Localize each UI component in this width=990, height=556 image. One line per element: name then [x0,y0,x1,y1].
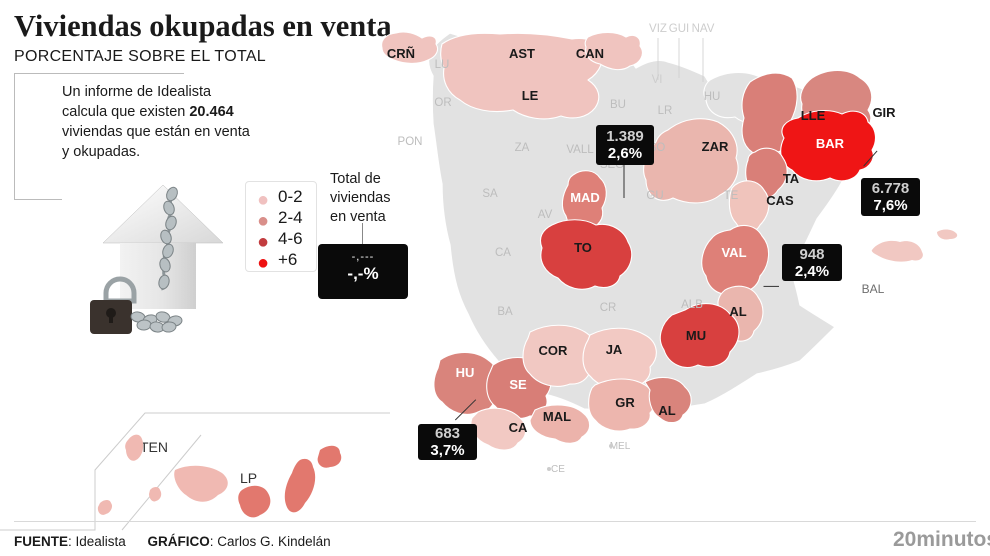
svg-text:OR: OR [434,97,451,109]
svg-text:CE: CE [551,464,565,475]
svg-text:GR: GR [615,395,635,410]
svg-text:ZAR: ZAR [702,139,729,154]
svg-text:MAD: MAD [570,190,600,205]
svg-text:ZA: ZA [515,142,530,154]
svg-text:SE: SE [509,377,527,392]
svg-text:TA: TA [783,171,800,186]
svg-text:HU: HU [456,365,475,380]
svg-text:JA: JA [606,342,623,357]
svg-text:CA: CA [509,420,528,435]
svg-text:CAS: CAS [766,193,794,208]
svg-text:AV: AV [538,209,553,221]
svg-text:NAV: NAV [692,23,715,35]
svg-text:ALB: ALB [681,299,703,311]
svg-text:CRÑ: CRÑ [387,46,415,61]
svg-text:SA: SA [482,188,498,200]
svg-text:GUI: GUI [669,23,689,35]
svg-text:HU: HU [704,91,721,103]
svg-text:BA: BA [497,306,513,318]
svg-text:GU: GU [646,190,663,202]
svg-text:VAL: VAL [721,245,746,260]
svg-text:TEN: TEN [140,439,168,455]
svg-text:BAR: BAR [816,136,845,151]
svg-text:CA: CA [495,247,511,259]
svg-text:GIR: GIR [872,105,896,120]
svg-text:AL: AL [729,304,746,319]
svg-text:TO: TO [574,240,592,255]
svg-text:AST: AST [509,46,535,61]
svg-text:CAN: CAN [576,46,604,61]
svg-text:LLE: LLE [801,108,826,123]
svg-text:MU: MU [686,328,706,343]
svg-text:TE: TE [724,190,739,202]
svg-text:CR: CR [600,302,617,314]
svg-text:LE: LE [522,88,539,103]
svg-text:LU: LU [435,59,450,71]
svg-text:COR: COR [539,343,569,358]
svg-text:BU: BU [610,99,626,111]
svg-text:AL: AL [658,403,675,418]
svg-text:PON: PON [398,136,423,148]
svg-text:VALL: VALL [566,144,594,156]
svg-text:VI: VI [652,74,663,86]
svg-text:LP: LP [240,470,257,486]
svg-text:BAL: BAL [862,282,885,296]
svg-text:MAL: MAL [543,409,571,424]
svg-text:LR: LR [658,105,673,117]
svg-text:VIZ: VIZ [649,23,667,35]
